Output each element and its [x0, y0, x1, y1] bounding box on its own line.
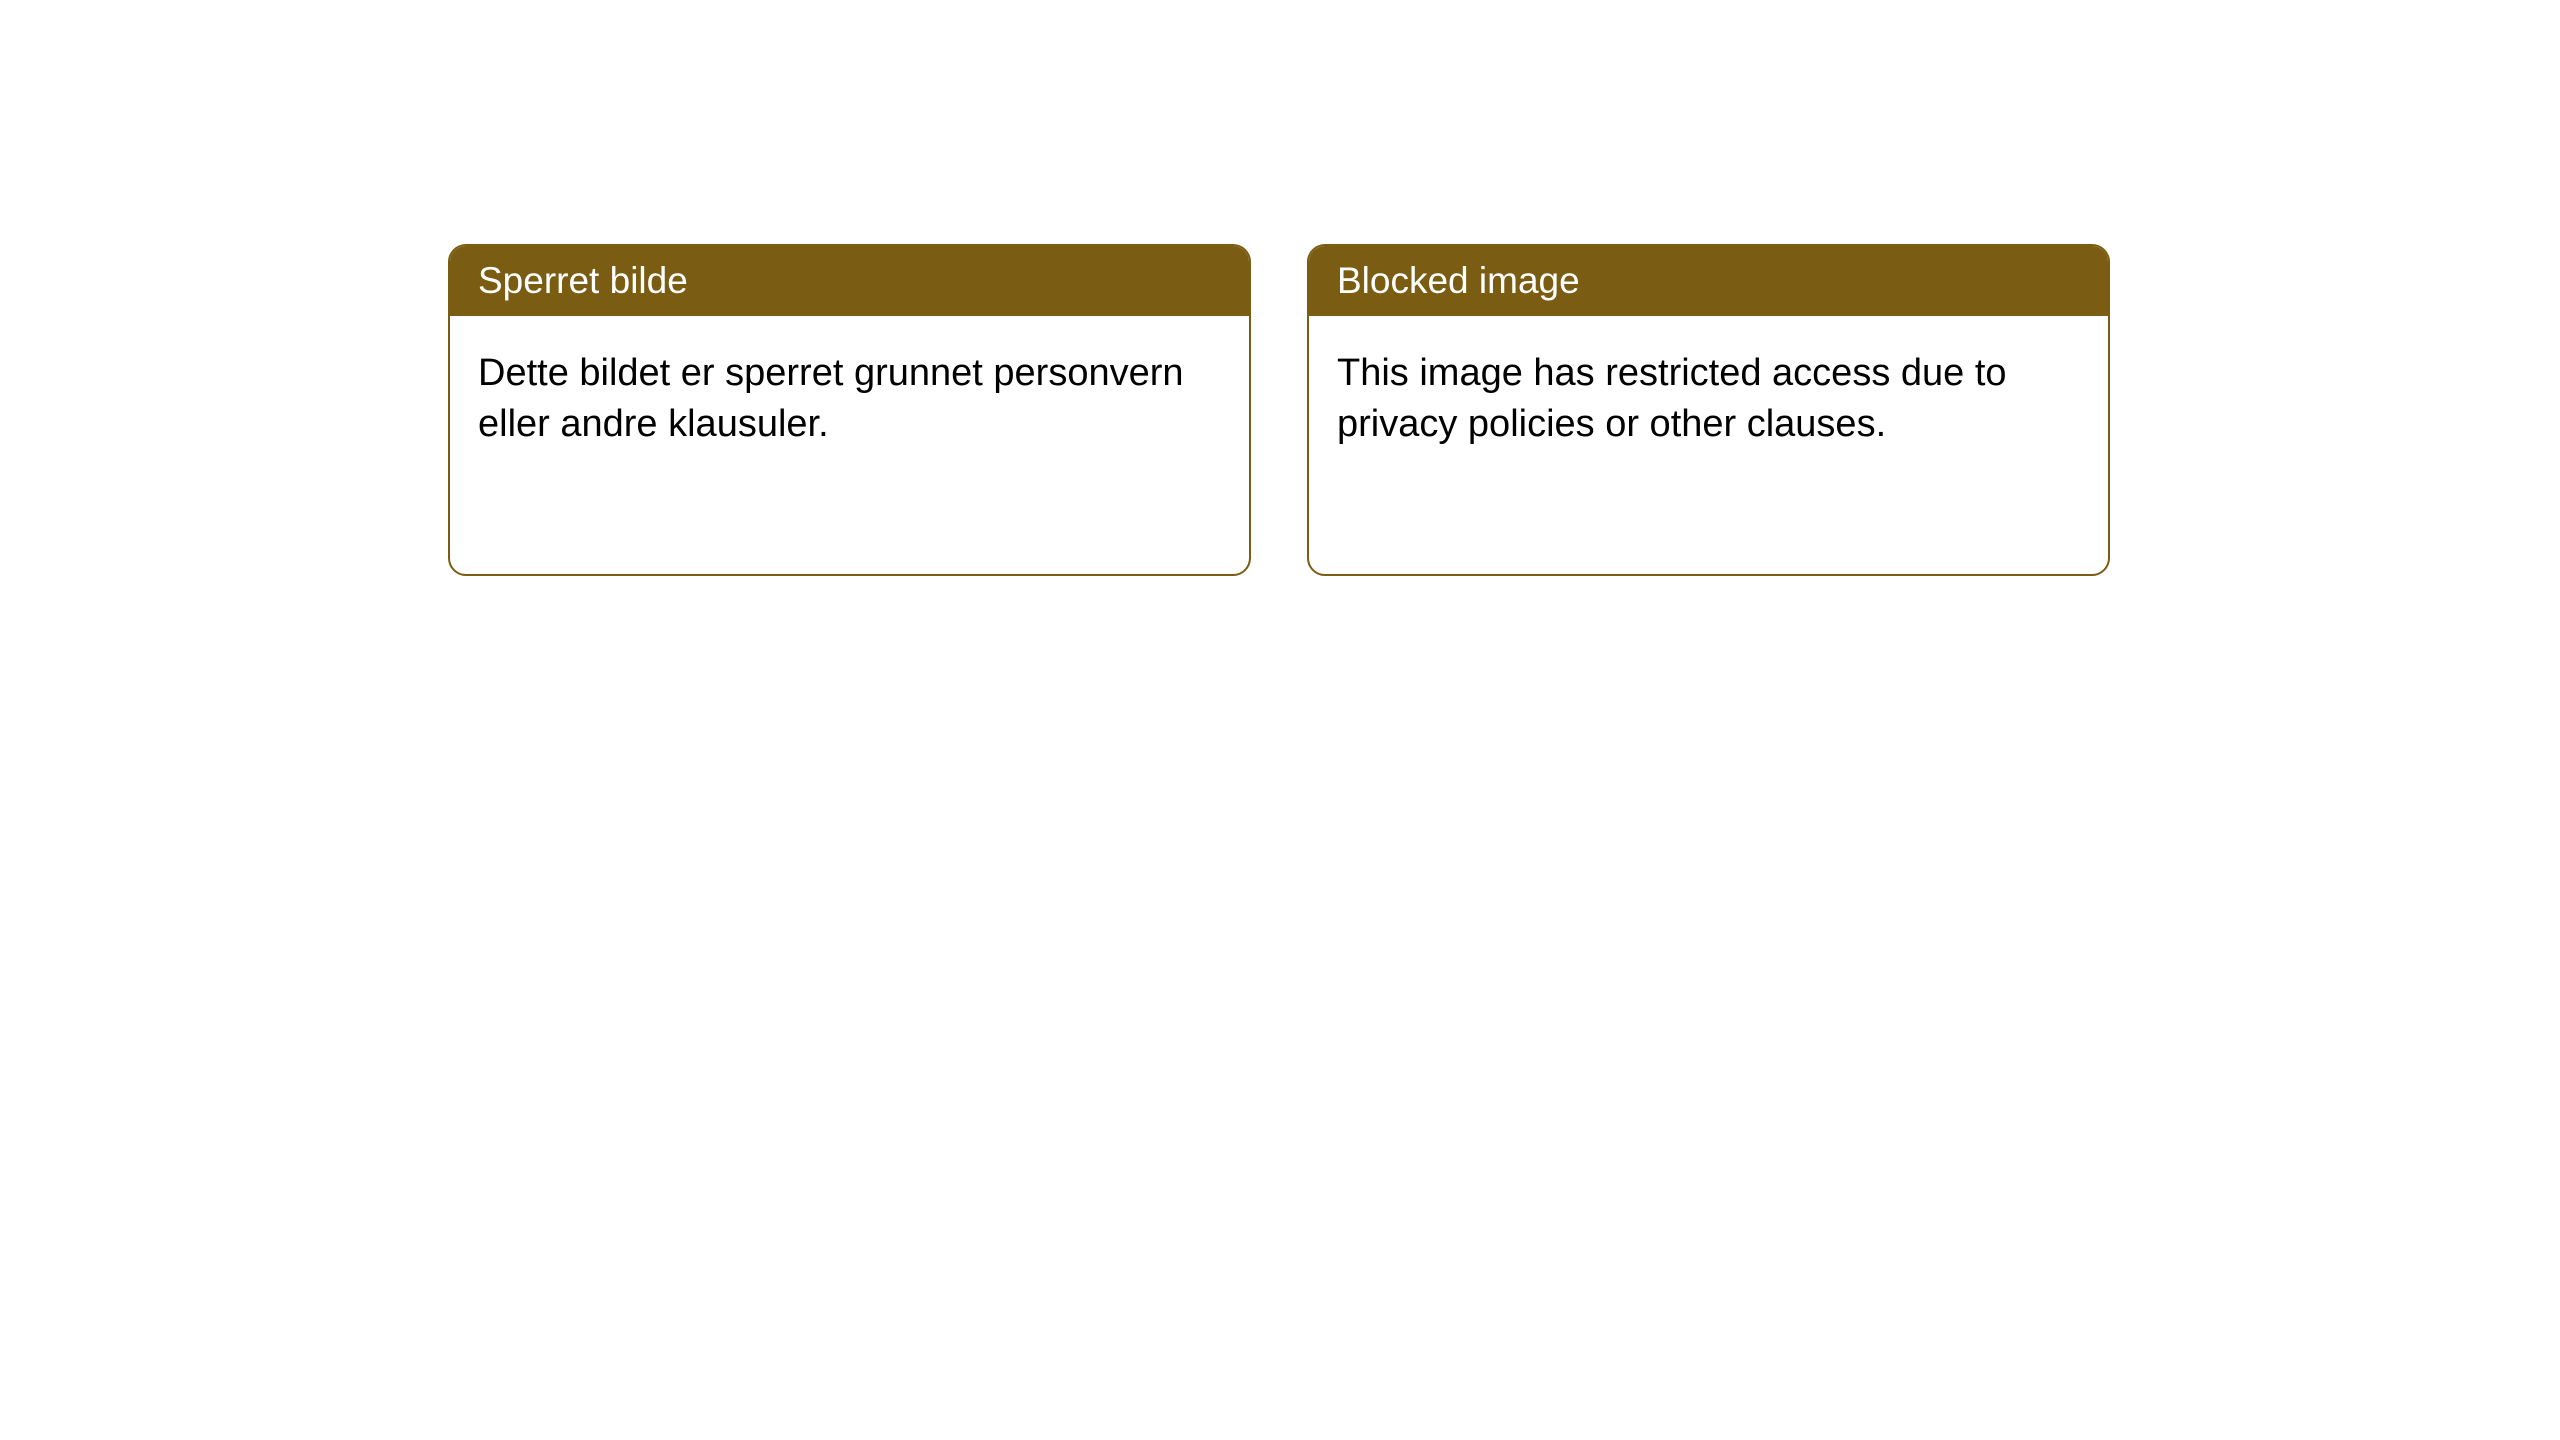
card-text-norwegian: Dette bildet er sperret grunnet personve…	[478, 352, 1184, 445]
card-header-norwegian: Sperret bilde	[450, 246, 1249, 316]
card-body-english: This image has restricted access due to …	[1309, 316, 2108, 483]
notice-cards-container: Sperret bilde Dette bildet er sperret gr…	[448, 244, 2110, 576]
card-title-norwegian: Sperret bilde	[478, 260, 688, 301]
card-title-english: Blocked image	[1337, 260, 1580, 301]
card-text-english: This image has restricted access due to …	[1337, 352, 2007, 445]
card-body-norwegian: Dette bildet er sperret grunnet personve…	[450, 316, 1249, 483]
notice-card-english: Blocked image This image has restricted …	[1307, 244, 2110, 576]
card-header-english: Blocked image	[1309, 246, 2108, 316]
notice-card-norwegian: Sperret bilde Dette bildet er sperret gr…	[448, 244, 1251, 576]
